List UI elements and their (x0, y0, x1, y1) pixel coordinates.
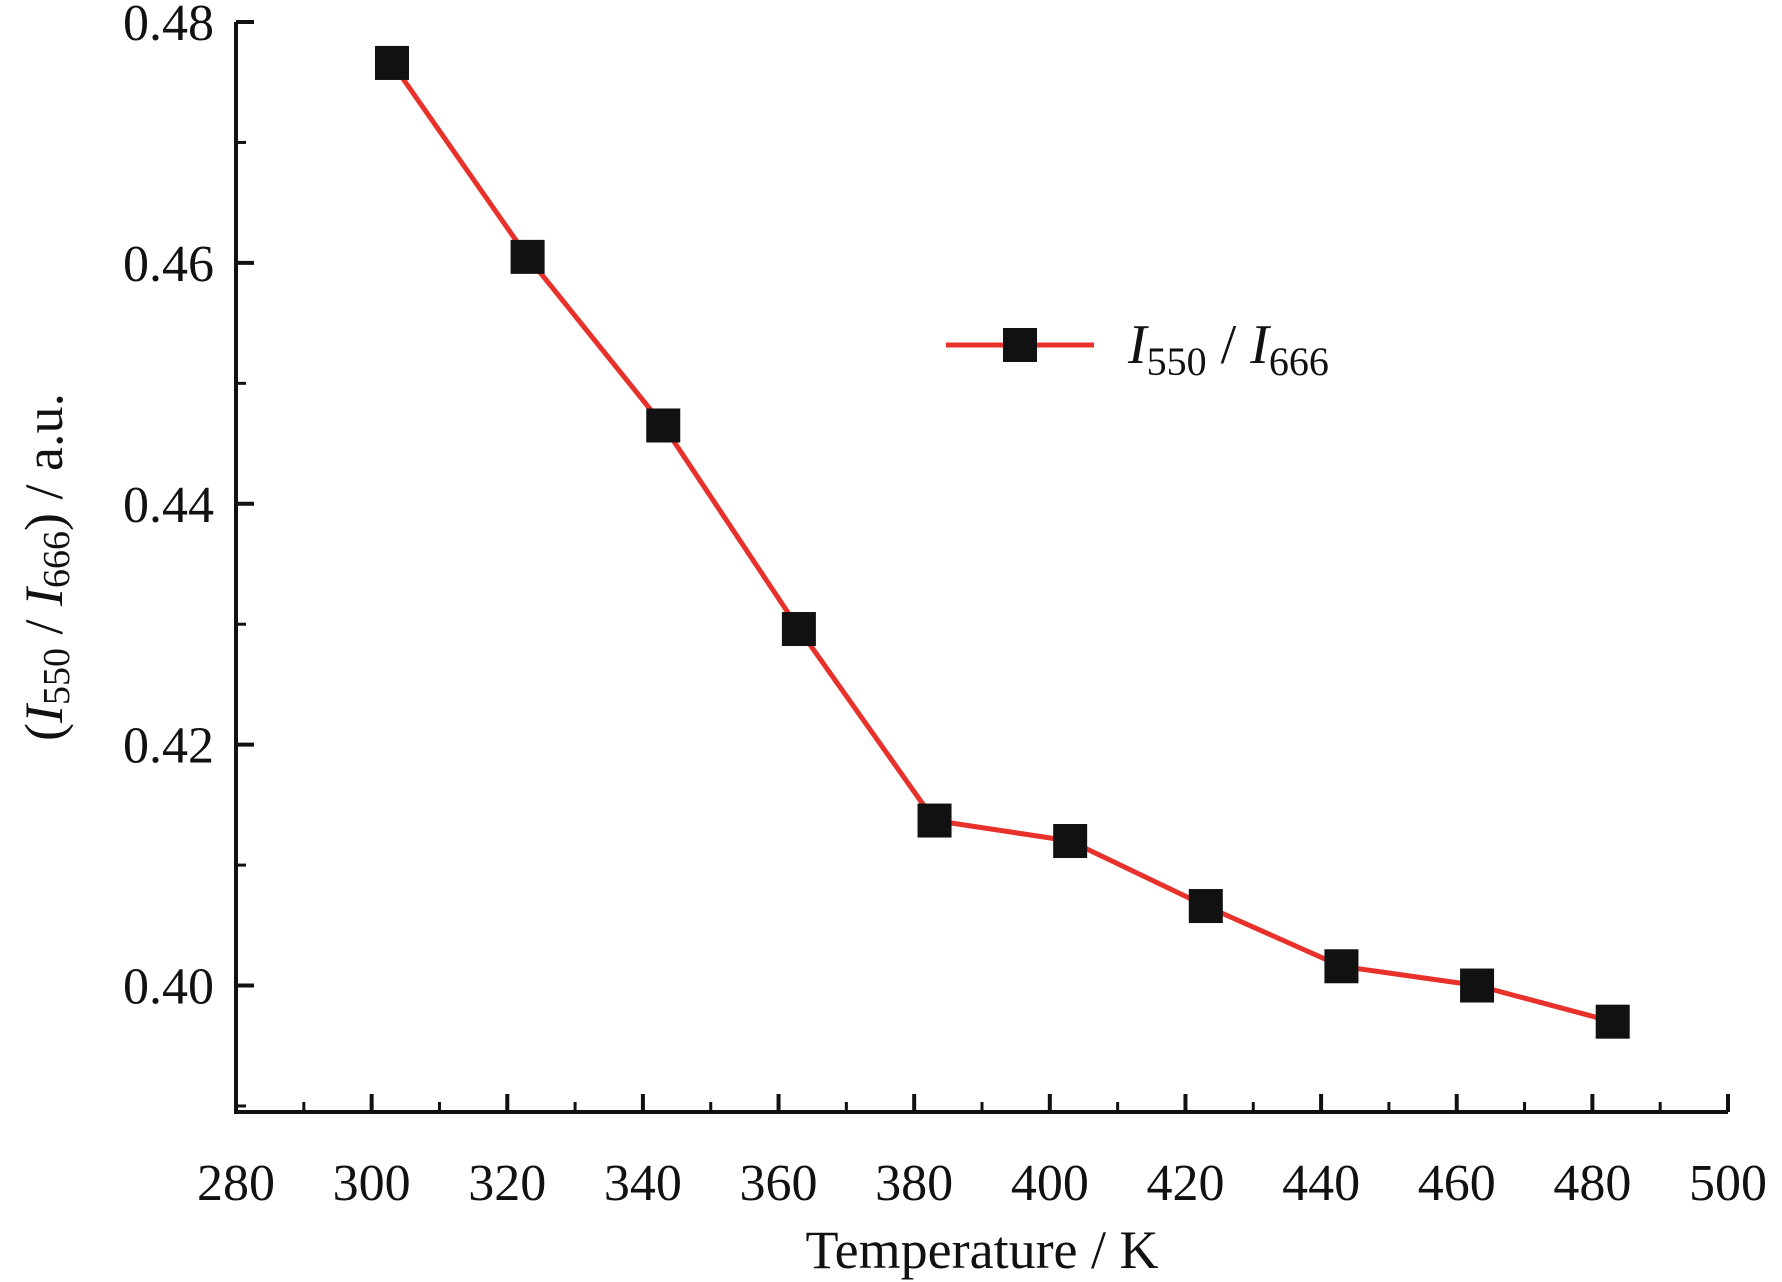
y-tick-label: 0.48 (123, 0, 214, 52)
legend-marker-square (1003, 328, 1037, 362)
legend-label: I550 / I666 (1127, 314, 1329, 384)
legend-label-sub2: 666 (1269, 339, 1329, 384)
y-axis-title-i2: I (14, 585, 74, 607)
y-axis-title-close: ) / a.u. (14, 393, 74, 531)
x-tick-label: 280 (197, 1155, 275, 1212)
series-layer (374, 45, 1630, 1039)
legend: I550 / I666 (946, 314, 1329, 384)
data-point-marker (646, 408, 681, 443)
y-axis-title-slash: / (14, 606, 74, 648)
x-tick-label: 320 (468, 1155, 546, 1212)
x-tick-label: 300 (333, 1155, 411, 1212)
x-tick-label: 500 (1689, 1155, 1767, 1212)
y-tick-label: 0.40 (123, 959, 214, 1016)
y-axis-ticks: 0.40 0.42 0.44 0.46 0.48 (123, 0, 254, 1108)
y-tick-label: 0.42 (123, 718, 214, 775)
x-tick-label: 440 (1282, 1155, 1360, 1212)
data-point-marker (1188, 889, 1223, 924)
axes (234, 22, 1728, 1114)
x-tick-label: 380 (875, 1155, 953, 1212)
data-point-marker (374, 45, 409, 80)
data-point-marker (917, 803, 952, 838)
data-point-marker (1324, 949, 1359, 984)
data-point-marker (1053, 824, 1088, 859)
y-axis-title-sub1: 550 (36, 648, 78, 705)
x-tick-label: 420 (1146, 1155, 1224, 1212)
data-point-marker (781, 612, 816, 647)
x-tick-label: 340 (604, 1155, 682, 1212)
x-tick-label: 480 (1553, 1155, 1631, 1212)
legend-label-i2: I (1249, 314, 1271, 376)
y-tick-label: 0.44 (123, 477, 214, 534)
x-tick-label: 460 (1418, 1155, 1496, 1212)
legend-label-slash: / (1207, 314, 1251, 376)
series-line (389, 61, 1614, 1025)
legend-label-sub1: 550 (1147, 339, 1207, 384)
legend-label-i1: I (1127, 314, 1149, 376)
data-point-marker (510, 239, 545, 274)
x-axis-title: Temperature / K (805, 1220, 1158, 1280)
y-axis-title: (I550 / I666) / a.u. (14, 393, 78, 741)
y-tick-label: 0.46 (123, 236, 214, 293)
data-point-marker (1460, 968, 1495, 1003)
x-axis-ticks: 280 300 320 340 360 380 400 420 440 460 480 500 (197, 1094, 1767, 1212)
x-tick-label: 360 (740, 1155, 818, 1212)
x-tick-label: 400 (1011, 1155, 1089, 1212)
data-point-marker (1595, 1004, 1630, 1039)
y-axis-title-i1: I (14, 702, 74, 724)
y-axis-title-sub2: 666 (36, 531, 78, 588)
y-axis-title-open: ( (14, 723, 74, 741)
